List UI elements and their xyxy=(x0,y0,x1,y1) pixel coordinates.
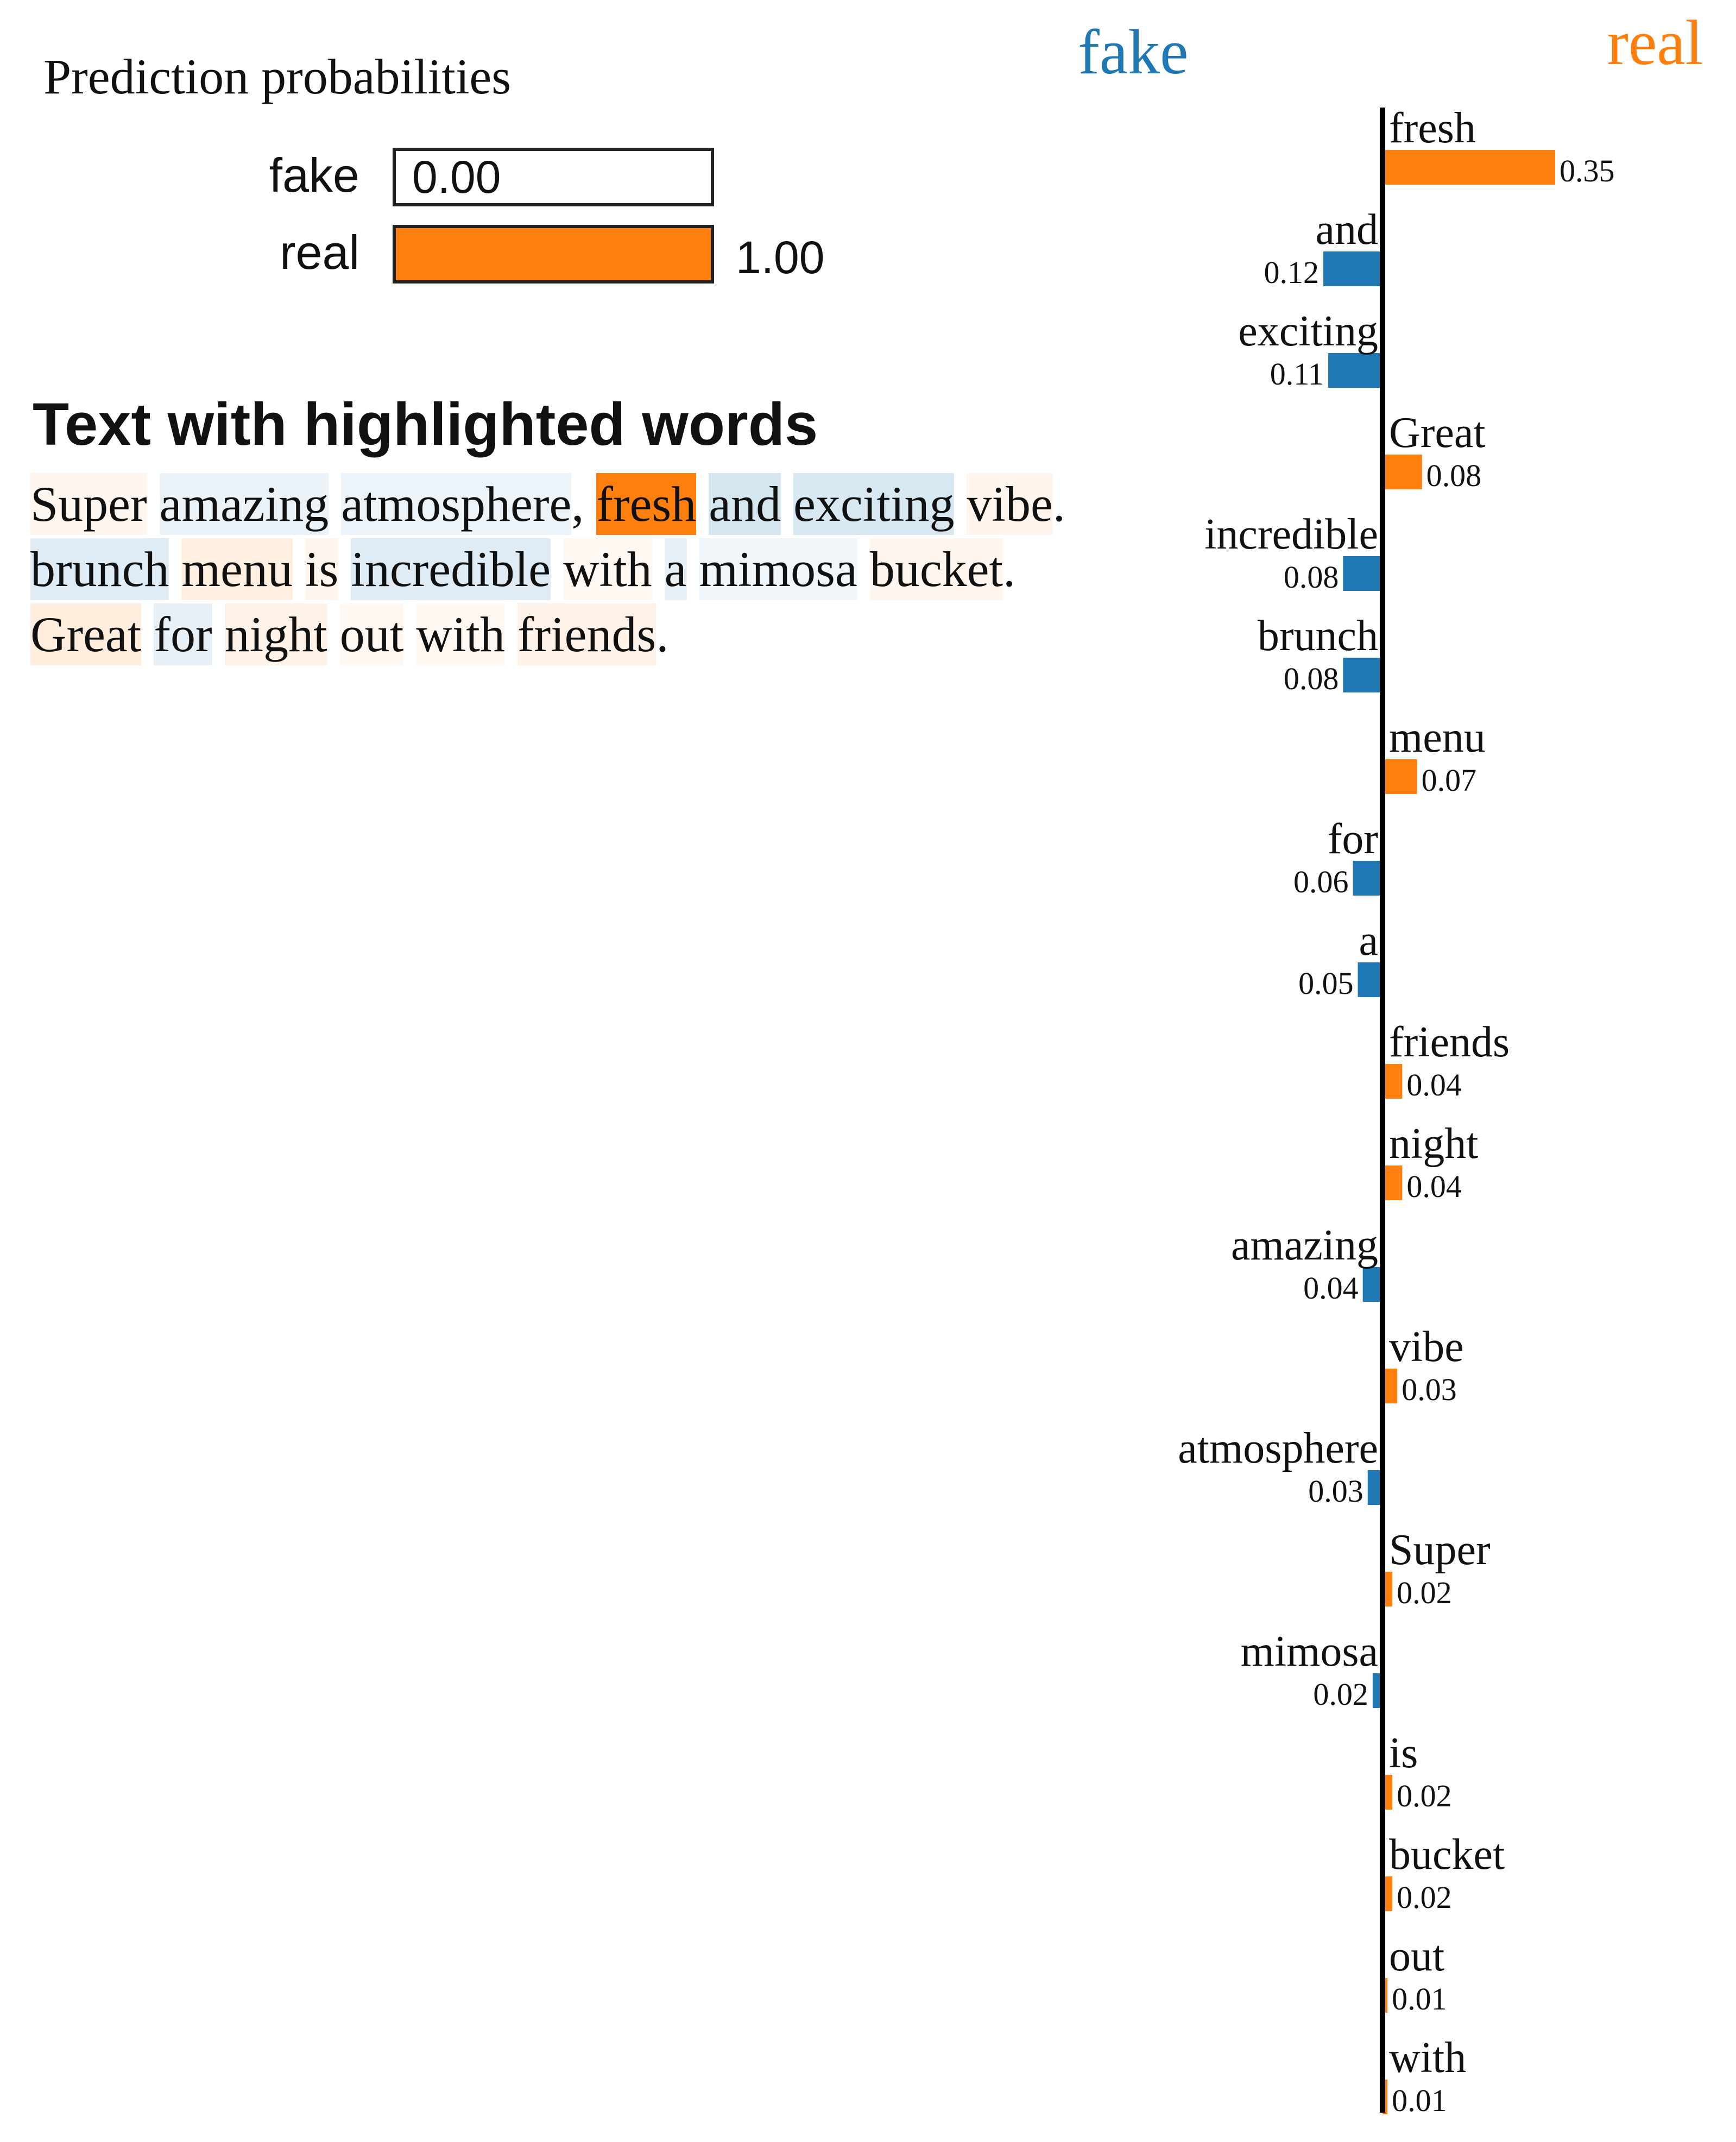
highlighted-word: out xyxy=(339,603,404,665)
bar-and xyxy=(1323,251,1383,286)
bar-label: exciting xyxy=(1238,307,1378,355)
bar-value-label: 0.04 xyxy=(1406,1169,1462,1204)
highlighted-word: menu xyxy=(181,538,293,600)
prob-value-real: 1.00 xyxy=(736,232,825,283)
bar-Great xyxy=(1383,455,1422,489)
bar-value-label: 0.11 xyxy=(1270,356,1324,392)
highlighted-word: is xyxy=(305,538,339,600)
bar-label: menu xyxy=(1389,714,1486,761)
highlighted-word: atmosphere xyxy=(341,473,572,535)
bar-amazing xyxy=(1362,1267,1383,1302)
prob-label-fake: fake xyxy=(269,148,359,202)
prob-bar-real xyxy=(393,225,714,284)
highlighted-word: fresh xyxy=(596,473,697,535)
bar-label: Super xyxy=(1389,1526,1491,1574)
highlighted-word: bucket xyxy=(869,538,1003,600)
highlighted-word: with xyxy=(416,603,505,665)
bar-value-label: 0.02 xyxy=(1397,1778,1452,1813)
highlighted-word: friends xyxy=(517,603,656,665)
bar-exciting xyxy=(1328,353,1383,388)
bar-value-label: 0.12 xyxy=(1264,255,1319,290)
bar-for xyxy=(1353,861,1383,896)
highlighted-word: for xyxy=(154,603,212,665)
bar-value-label: 0.35 xyxy=(1560,153,1615,188)
bar-value-label: 0.02 xyxy=(1313,1677,1368,1712)
prob-bar-fake: 0.00 xyxy=(393,148,714,206)
bar-label: incredible xyxy=(1204,511,1378,558)
highlighted-word: a xyxy=(664,538,687,600)
highlighted-word: brunch xyxy=(30,538,169,600)
bar-label: friends xyxy=(1389,1018,1510,1066)
bar-night xyxy=(1383,1166,1403,1200)
prob-label-real: real xyxy=(280,225,359,279)
bar-value-label: 0.05 xyxy=(1298,966,1354,1001)
bar-label: brunch xyxy=(1258,612,1378,660)
bar-value-label: 0.08 xyxy=(1284,661,1339,696)
bar-a xyxy=(1358,962,1383,997)
bar-menu xyxy=(1383,759,1417,794)
bar-label: and xyxy=(1315,206,1378,254)
bar-value-label: 0.06 xyxy=(1293,864,1349,899)
bar-value-label: 0.02 xyxy=(1397,1880,1452,1915)
class-label-fake: fake xyxy=(1078,16,1188,87)
class-label-real: real xyxy=(1607,7,1703,78)
bar-friends xyxy=(1383,1064,1403,1099)
highlighted-word: exciting xyxy=(793,473,955,535)
highlighted-word: night xyxy=(224,603,327,665)
bar-value-label: 0.02 xyxy=(1397,1575,1452,1610)
highlighted-word: vibe xyxy=(967,473,1053,535)
bar-label: a xyxy=(1359,917,1378,965)
bar-label: amazing xyxy=(1231,1221,1378,1269)
bar-value-label: 0.01 xyxy=(1392,1981,1447,2017)
highlighted-word: Great xyxy=(30,603,142,665)
bar-value-label: 0.03 xyxy=(1308,1473,1363,1509)
bar-label: mimosa xyxy=(1241,1628,1378,1675)
highlighted-word: with xyxy=(563,538,652,600)
bar-value-label: 0.03 xyxy=(1402,1372,1457,1407)
highlighted-text: Super amazing atmosphere, fresh and exci… xyxy=(30,471,1116,667)
text-heading: Text with highlighted words xyxy=(33,391,818,458)
bar-label: atmosphere xyxy=(1178,1425,1378,1472)
highlighted-word: amazing xyxy=(159,473,329,535)
prob-bar-fill-real xyxy=(396,228,711,280)
prob-value-fake: 0.00 xyxy=(412,152,501,203)
bar-value-label: 0.04 xyxy=(1303,1270,1359,1306)
bar-label: is xyxy=(1389,1729,1418,1777)
bar-label: out xyxy=(1389,1932,1444,1980)
bar-label: for xyxy=(1328,815,1378,863)
bar-value-label: 0.04 xyxy=(1406,1067,1462,1102)
bar-label: with xyxy=(1389,2034,1466,2082)
bar-label: Great xyxy=(1389,409,1486,457)
bar-value-label: 0.08 xyxy=(1284,559,1339,595)
prediction-title: Prediction probabilities xyxy=(43,49,512,104)
bar-label: vibe xyxy=(1389,1323,1464,1371)
highlighted-word: mimosa xyxy=(699,538,857,600)
bar-fresh xyxy=(1383,150,1555,185)
bar-incredible xyxy=(1343,556,1383,591)
highlighted-word: and xyxy=(709,473,781,535)
bar-label: bucket xyxy=(1389,1831,1505,1879)
bar-label: fresh xyxy=(1389,104,1476,152)
bar-value-label: 0.08 xyxy=(1426,458,1482,493)
highlighted-word: Super xyxy=(30,473,147,535)
bar-brunch xyxy=(1343,658,1383,692)
bar-label: night xyxy=(1389,1120,1478,1168)
bar-value-label: 0.07 xyxy=(1422,763,1477,798)
bar-value-label: 0.01 xyxy=(1392,2083,1447,2118)
highlighted-word: incredible xyxy=(351,538,551,600)
